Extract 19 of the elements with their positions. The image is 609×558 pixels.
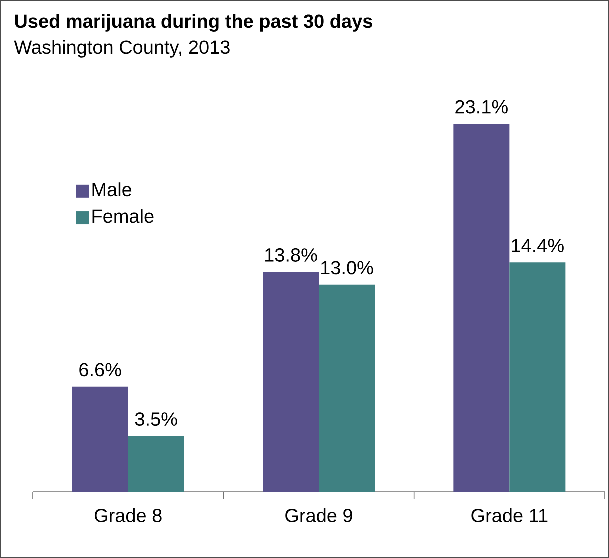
data-label: 23.1% [456, 100, 508, 114]
x-tick-label: Grade 11 [472, 508, 548, 522]
legend-label: Female [92, 209, 154, 224]
data-label: 13.0% [322, 261, 374, 275]
chart-subtitle: Washington County, 2013 [14, 40, 230, 58]
data-label: 13.8% [266, 248, 318, 262]
x-tick-label: Grade 8 [94, 508, 162, 522]
data-label: 14.4% [512, 239, 564, 252]
data-label: 6.6% [80, 363, 122, 377]
bar [263, 272, 320, 492]
bar [454, 124, 510, 492]
x-tick-label: Grade 9 [286, 508, 352, 522]
legend-label: Male [92, 182, 132, 197]
bar [72, 386, 128, 492]
bar [510, 262, 566, 492]
chart-title: Used marijuana during the past 30 days [15, 14, 372, 32]
data-label: 3.5% [135, 412, 178, 426]
bar [128, 436, 184, 492]
bar [319, 284, 376, 492]
